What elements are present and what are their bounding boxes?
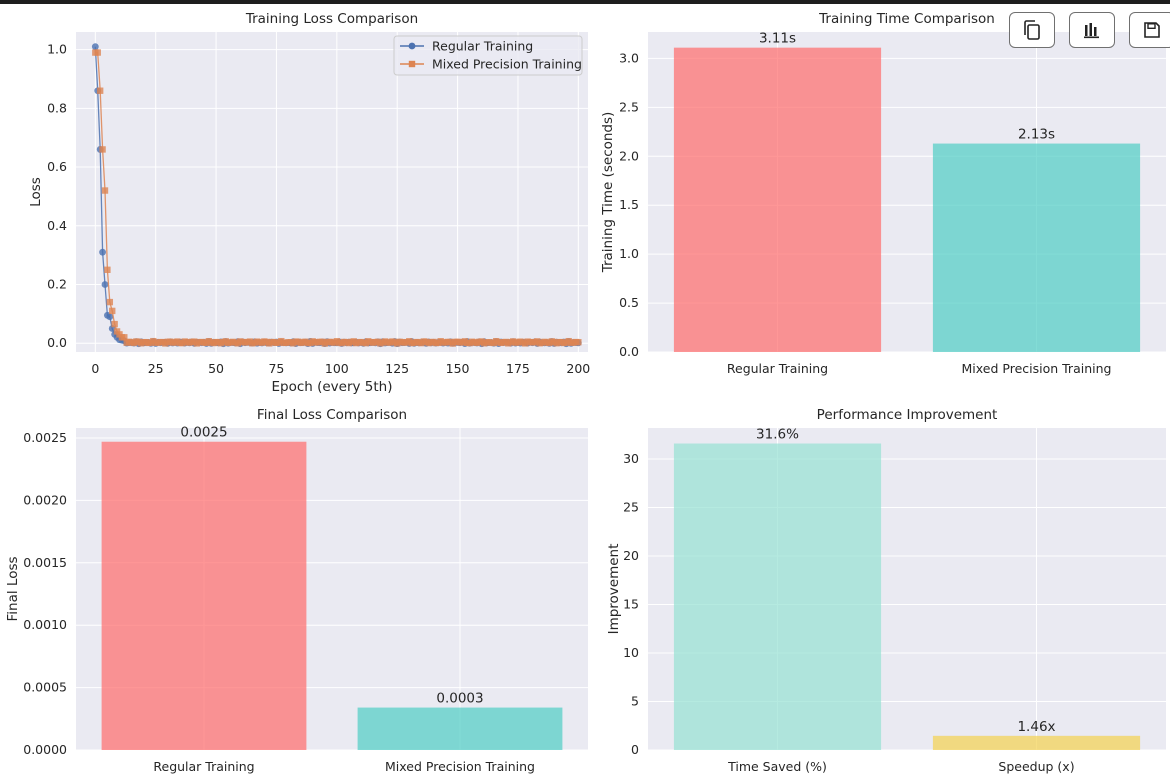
bar (673, 443, 882, 750)
y-tick-label: 0.0015 (23, 555, 67, 570)
bar (357, 707, 563, 750)
legend-marker (408, 42, 416, 50)
x-tick-label: 75 (268, 361, 284, 376)
data-point (109, 307, 116, 315)
y-tick-label: 1.0 (619, 246, 639, 261)
y-tick-label: 1.5 (619, 197, 639, 212)
y-tick-label: 0.5 (619, 295, 639, 310)
x-tick-label: 200 (566, 361, 590, 376)
bar (101, 441, 307, 750)
legend-box (393, 35, 583, 76)
y-tick-label: 0.0020 (23, 492, 67, 507)
series-mixed (92, 49, 582, 347)
y-tick-label: 0.8 (47, 100, 67, 115)
chart-4: 0 5 10 15 20 25 30 Performance Improvement Impro… (606, 407, 1166, 774)
data-point (106, 313, 114, 321)
legend: Regular Training Mixed Precision Training (393, 35, 583, 76)
data-point (121, 334, 128, 341)
x-tick-label: Mixed Precision Training (385, 759, 535, 774)
y-axis-label: Improvement (606, 544, 622, 635)
y-tick-label: 0.0025 (23, 430, 67, 445)
save-icon (1143, 21, 1161, 39)
chart-title: Training Time Comparison (818, 11, 995, 27)
x-tick-label: Time Saved (%) (727, 759, 827, 774)
bar (673, 47, 882, 352)
y-tick-label: 0.6 (47, 159, 67, 174)
x-tick-label: 25 (148, 361, 164, 376)
legend-marker (408, 60, 416, 68)
x-tick-label: Speedup (x) (998, 759, 1074, 774)
data-label: 31.6% (756, 427, 799, 443)
data-label: 0.0003 (436, 691, 483, 707)
y-tick-label: 0 (631, 742, 639, 757)
y-axis-label: Loss (28, 177, 44, 207)
chart-title: Training Loss Comparison (245, 11, 418, 27)
data-point (94, 49, 101, 56)
legend-label: Mixed Precision Training (432, 57, 582, 72)
data-label: 1.46x (1017, 719, 1055, 735)
bar (932, 735, 1141, 750)
y-tick-label: 0.0010 (23, 617, 67, 632)
chart-title: Final Loss Comparison (257, 407, 407, 423)
chart-2: 0.0 0.5 1.0 1.5 2.0 2.5 3.0 Training Time Compa… (600, 11, 1166, 376)
x-axis-label: Epoch (every 5th) (271, 379, 392, 395)
y-tick-label: 15 (623, 597, 639, 612)
y-tick-label: 0.2 (47, 276, 67, 291)
data-point (575, 339, 582, 346)
data-label: 3.11s (759, 31, 796, 47)
chart-button[interactable] (1069, 12, 1115, 48)
x-tick-label: Mixed Precision Training (962, 361, 1112, 376)
data-point (99, 146, 106, 153)
y-tick-label: 1.0 (47, 42, 67, 57)
data-point (91, 43, 99, 51)
data-point (99, 248, 106, 256)
y-tick-label: 0.0 (619, 344, 639, 359)
bar-chart-icon (1082, 20, 1102, 40)
y-tick-label: 0.0 (47, 335, 67, 350)
y-tick-label: 0.4 (47, 218, 67, 233)
chart-title: Performance Improvement (817, 407, 998, 423)
data-point (111, 320, 118, 328)
x-tick-label: 100 (325, 361, 349, 376)
y-tick-label: 2.0 (619, 148, 639, 163)
data-label: 2.13s (1018, 127, 1055, 143)
copy-icon (1022, 19, 1042, 41)
data-point (106, 298, 114, 306)
chart-1: 0.0 0.2 0.4 0.6 0.8 1.0 Training Loss Comparis… (28, 11, 590, 395)
data-point (101, 187, 109, 194)
x-tick-label: 175 (506, 361, 530, 376)
bar (932, 143, 1141, 352)
data-label: 0.0025 (180, 425, 227, 441)
y-tick-label: 0.0005 (23, 680, 67, 695)
x-tick-label: 50 (208, 361, 224, 376)
legend-label: Regular Training (432, 39, 533, 54)
y-tick-label: 2.5 (619, 99, 639, 114)
x-tick-label: 0 (91, 361, 99, 376)
y-axis-label: Final Loss (5, 556, 21, 621)
y-tick-label: 30 (623, 451, 639, 466)
chart-3: 0.0000 0.0005 0.0010 0.0015 0.0020 0.0025 Fina… (5, 407, 588, 774)
copy-button[interactable] (1009, 12, 1055, 48)
y-tick-label: 25 (623, 500, 639, 515)
top-bar (0, 0, 1170, 4)
data-point (101, 281, 109, 288)
save-button[interactable] (1129, 12, 1170, 48)
y-tick-label: 3.0 (619, 50, 639, 65)
plot-area (76, 32, 588, 352)
y-tick-label: 5 (631, 694, 639, 709)
x-tick-label: Regular Training (727, 361, 828, 376)
y-tick-label: 0.0000 (23, 742, 67, 757)
y-axis-label: Training Time (seconds) (600, 112, 616, 274)
x-tick-label: 125 (385, 361, 409, 376)
data-point (96, 87, 104, 94)
y-tick-label: 10 (623, 645, 639, 660)
y-tick-label: 20 (623, 548, 639, 563)
x-tick-label: 150 (446, 361, 470, 376)
data-point (104, 266, 111, 273)
x-tick-label: Regular Training (153, 759, 254, 774)
